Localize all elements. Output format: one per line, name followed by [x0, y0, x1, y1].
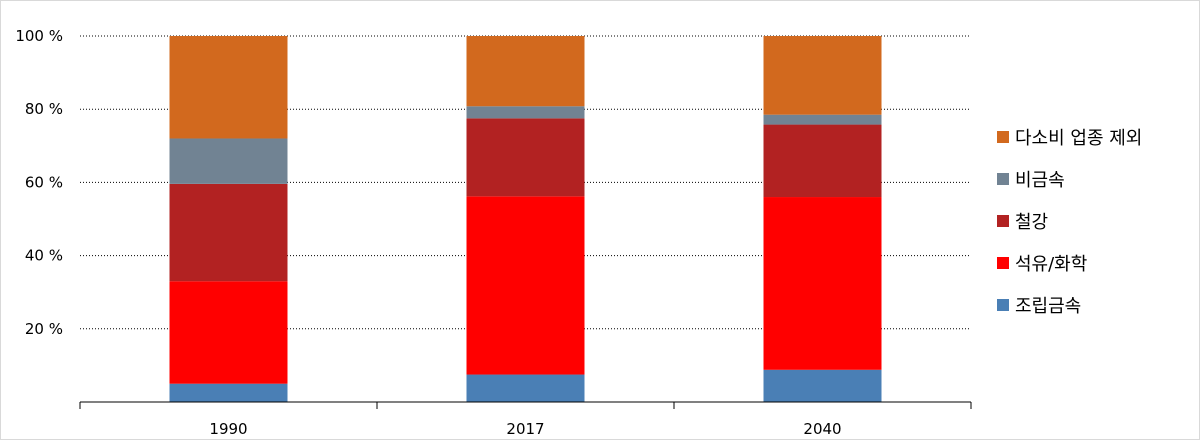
x-tick-label: 2040	[803, 420, 841, 438]
bar-segment	[169, 138, 288, 184]
legend-label: 철강	[1015, 212, 1048, 233]
bar-segment	[763, 36, 882, 115]
axes: 20 % 40 % 60 % 80 % 100 % 1990 2017 2040	[15, 27, 972, 438]
legend-swatch	[997, 299, 1009, 311]
bar-segment	[169, 36, 288, 139]
legend-swatch	[997, 257, 1009, 269]
bar-segment	[763, 114, 882, 125]
bar-segment	[169, 183, 288, 282]
legend-label: 석유/화학	[1015, 254, 1087, 275]
y-tick-label: 80 %	[25, 100, 63, 118]
y-tick-label: 100 %	[15, 27, 63, 45]
bar-segment	[763, 197, 882, 370]
y-tick-label: 20 %	[25, 320, 63, 338]
bar-segment	[466, 196, 585, 375]
bar-segment	[169, 383, 288, 402]
x-tick-label: 1990	[209, 420, 247, 438]
x-tick-label: 2017	[506, 420, 544, 438]
legend-swatch	[997, 173, 1009, 185]
legend-label: 비금속	[1015, 170, 1065, 191]
legend-swatch	[997, 215, 1009, 227]
legend-label: 다소비 업종 제외	[1015, 128, 1142, 149]
bar-segment	[763, 369, 882, 402]
bars	[169, 36, 882, 402]
bar-segment	[466, 374, 585, 402]
bar-segment	[763, 124, 882, 198]
y-tick-label: 60 %	[25, 173, 63, 191]
legend-label: 조립금속	[1015, 296, 1081, 317]
legend-swatch	[997, 131, 1009, 143]
y-tick-label: 40 %	[25, 247, 63, 265]
bar-segment	[466, 106, 585, 119]
bar-segment	[466, 36, 585, 107]
bar-segment	[169, 281, 288, 384]
bar-segment	[466, 118, 585, 197]
